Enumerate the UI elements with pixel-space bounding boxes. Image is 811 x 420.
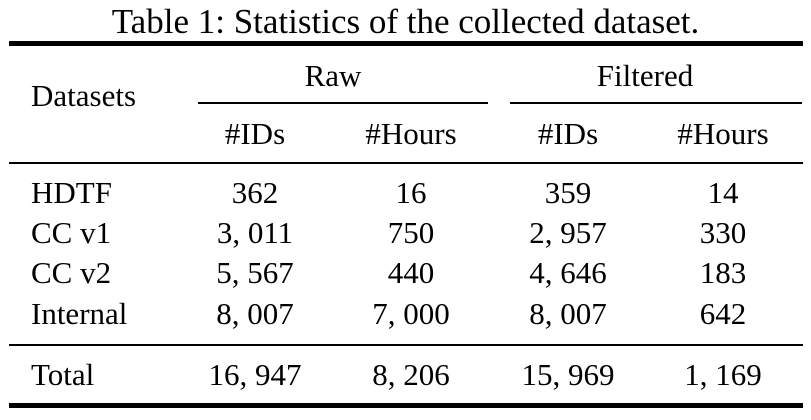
top-rule [9, 41, 803, 46]
header-filtered-ids: #IDs [537, 116, 599, 151]
row-raw-hours: 750 [387, 215, 435, 250]
header-filtered: Filtered [596, 58, 694, 93]
row-raw-ids: 3, 011 [216, 215, 294, 250]
total-label: Total [31, 357, 95, 392]
header-raw-ids: #IDs [224, 116, 286, 151]
table-caption: Table 1: Statistics of the collected dat… [111, 2, 700, 41]
bottom-rule [9, 403, 803, 408]
header-rule [9, 162, 803, 164]
total-raw-hours: 8, 206 [372, 357, 450, 392]
row-name: CC v2 [31, 255, 112, 290]
filtered-group-rule [510, 102, 802, 104]
total-filtered-ids: 15, 969 [521, 357, 615, 392]
row-filtered-hours: 330 [699, 215, 747, 250]
header-datasets: Datasets [31, 78, 137, 113]
row-name: HDTF [31, 175, 112, 210]
row-raw-hours: 16 [395, 175, 427, 210]
row-raw-hours: 7, 000 [372, 296, 450, 331]
row-filtered-ids: 2, 957 [529, 215, 607, 250]
total-filtered-hours: 1, 169 [684, 357, 762, 392]
row-raw-hours: 440 [387, 255, 435, 290]
header-raw: Raw [304, 58, 362, 93]
row-filtered-hours: 14 [707, 175, 739, 210]
row-raw-ids: 362 [231, 175, 279, 210]
header-filtered-hours: #Hours [677, 116, 769, 151]
row-raw-ids: 5, 567 [216, 255, 294, 290]
row-filtered-ids: 4, 646 [529, 255, 607, 290]
row-name: Internal [31, 296, 128, 331]
raw-group-rule [198, 102, 488, 104]
row-filtered-ids: 8, 007 [529, 296, 607, 331]
row-filtered-hours: 183 [699, 255, 747, 290]
row-filtered-ids: 359 [544, 175, 592, 210]
row-raw-ids: 8, 007 [216, 296, 294, 331]
header-raw-hours: #Hours [365, 116, 457, 151]
total-rule [9, 344, 803, 346]
total-raw-ids: 16, 947 [208, 357, 302, 392]
row-filtered-hours: 642 [699, 296, 747, 331]
row-name: CC v1 [31, 215, 112, 250]
